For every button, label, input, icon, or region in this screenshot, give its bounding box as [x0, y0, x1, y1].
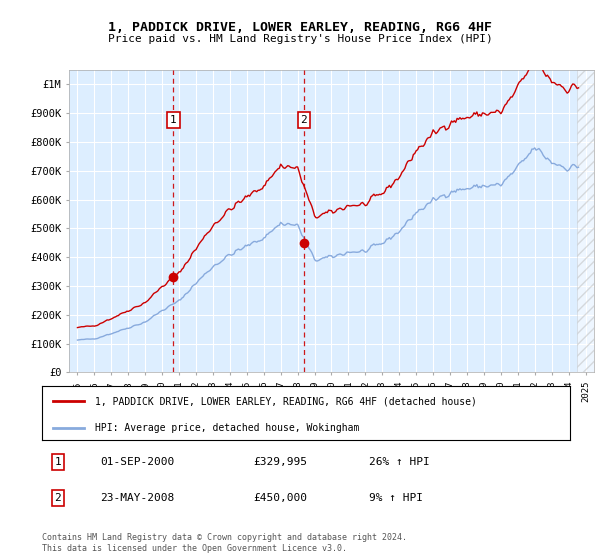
Text: 01-SEP-2000: 01-SEP-2000	[100, 457, 175, 467]
Text: 23-MAY-2008: 23-MAY-2008	[100, 493, 175, 503]
Text: 1, PADDICK DRIVE, LOWER EARLEY, READING, RG6 4HF (detached house): 1, PADDICK DRIVE, LOWER EARLEY, READING,…	[95, 396, 476, 407]
Text: 26% ↑ HPI: 26% ↑ HPI	[370, 457, 430, 467]
Text: 1, PADDICK DRIVE, LOWER EARLEY, READING, RG6 4HF: 1, PADDICK DRIVE, LOWER EARLEY, READING,…	[108, 21, 492, 34]
Text: Price paid vs. HM Land Registry's House Price Index (HPI): Price paid vs. HM Land Registry's House …	[107, 34, 493, 44]
Text: 2: 2	[301, 115, 307, 125]
Text: £329,995: £329,995	[253, 457, 307, 467]
Bar	[577, 70, 594, 372]
Text: 2: 2	[55, 493, 61, 503]
Text: 1: 1	[170, 115, 177, 125]
Text: £450,000: £450,000	[253, 493, 307, 503]
Text: 9% ↑ HPI: 9% ↑ HPI	[370, 493, 424, 503]
Text: Contains HM Land Registry data © Crown copyright and database right 2024.
This d: Contains HM Land Registry data © Crown c…	[42, 533, 407, 553]
Text: 1: 1	[55, 457, 61, 467]
Text: HPI: Average price, detached house, Wokingham: HPI: Average price, detached house, Woki…	[95, 423, 359, 433]
